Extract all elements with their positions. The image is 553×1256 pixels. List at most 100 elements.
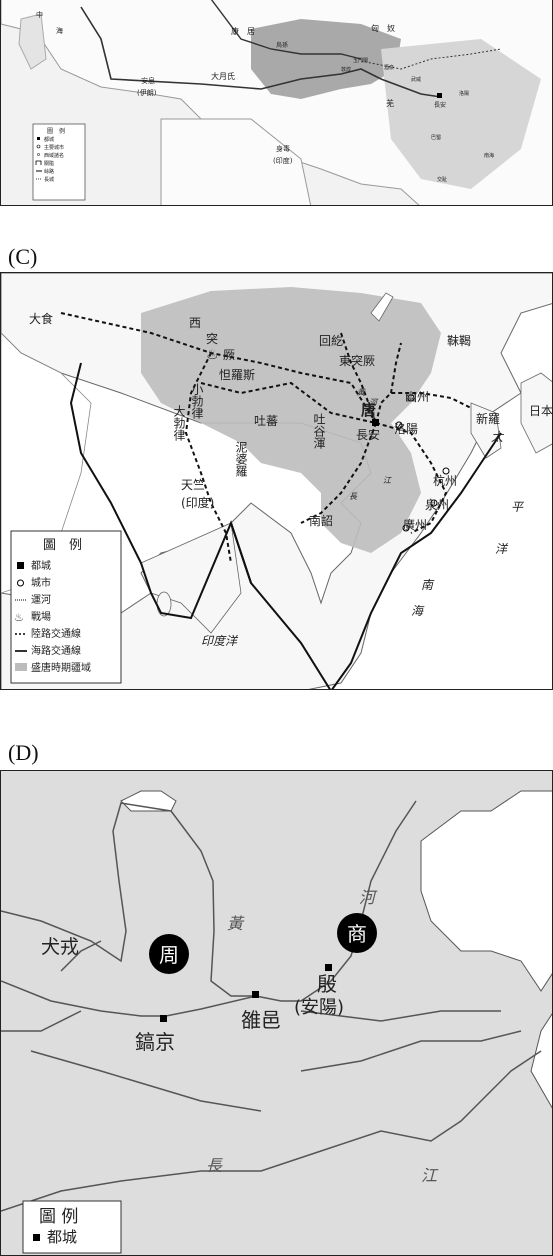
sri-lanka — [156, 591, 172, 617]
label-jiang: 江 — [383, 476, 392, 485]
label-wuwei: 武威 — [411, 76, 421, 83]
luoyang-city-marker — [395, 421, 403, 429]
label-haojing: 鎬京 — [135, 1030, 175, 1054]
label-daboluo: 大勃律 — [172, 405, 186, 441]
label-sea-west: 海 — [56, 26, 63, 35]
label-luoyang: 洛陽 — [459, 90, 469, 97]
map-panel-d: 黃 河 犬戎 周 商 殷 (安陽) 雒邑 鎬京 長 江 圖 例 都城 — [0, 770, 553, 1256]
label-hangzhou: 杭州 — [433, 473, 457, 488]
yangtze-river — [1, 1050, 542, 1212]
caspian-sea — [18, 13, 47, 70]
label-shendu: 身毒 — [276, 144, 290, 153]
label-chang: 長 — [206, 1156, 223, 1175]
legend-c-capital-icon — [17, 562, 24, 569]
map-panel-c: ♨ 大食 西 突 厥 怛羅斯 回紇 東突厥 靺鞨 幽州 新羅 日本 唐 長安 洛… — [0, 272, 553, 690]
legend-c-item-battle: 戰場 — [31, 610, 51, 623]
label-yin: 殷 — [317, 972, 337, 996]
silk-road-route — [80, 6, 442, 98]
legend-c-item-city: 城市 — [31, 576, 51, 589]
label-taiping: 太 — [491, 430, 505, 444]
label-luoyang: 洛陽 — [394, 421, 418, 436]
legend-b-item-westcity: 西域諸名 — [44, 152, 64, 159]
label-huang: 黃 — [227, 914, 245, 933]
sea-route-branch — [230, 522, 252, 584]
zhou-shang-map: 黃 河 犬戎 周 商 殷 (安陽) 雒邑 鎬京 長 江 圖 例 都城 — [1, 771, 552, 1255]
legend-d-item-capital: 都城 — [47, 1228, 77, 1246]
label-xiongnu: 匈 奴 — [371, 23, 395, 33]
label-tuguhun: 吐谷渾 — [312, 413, 326, 449]
label-nanhai1: 南 — [421, 578, 435, 592]
tang-dynasty-map: ♨ 大食 西 突 厥 怛羅斯 回紇 東突厥 靺鞨 幽州 新羅 日本 唐 長安 洛… — [1, 273, 552, 689]
legend-b-westcity-icon — [37, 153, 40, 156]
label-tubo: 吐蕃 — [254, 414, 278, 428]
label-youzhou: 幽州 — [405, 390, 429, 404]
legend-c: 圖 例 都城 城市 運河 ♨ 戰場 陸路交通線 海路交通線 盛唐時期疆域 — [10, 530, 122, 684]
caption-d: (D) — [8, 740, 39, 765]
changan-capital-marker — [437, 93, 442, 98]
quanzhou-city-marker — [430, 499, 438, 507]
shang-state-badge — [337, 913, 377, 953]
label-tianzhu: 天竺 — [181, 477, 205, 492]
legend-b-city-icon — [36, 144, 41, 149]
label-anxi: 安息 — [141, 76, 155, 85]
label-shang: 商 — [347, 922, 367, 946]
label-tujue-west: 西 — [189, 316, 201, 330]
label-china-west: 中 — [36, 10, 43, 19]
label-huang: 黃 — [357, 388, 366, 397]
label-he: 河 — [359, 888, 378, 907]
lake-baikal — [370, 292, 394, 322]
label-xiaoboluo: 小勃律 — [190, 383, 204, 419]
luoyi-capital-marker — [252, 991, 259, 998]
label-yinduyang: 印度洋 — [201, 634, 239, 648]
legend-b: 圖 例 都城 主要城市 西域諸名 關隘 絲路 長城 — [32, 123, 86, 201]
map-panel-b: 中 海 康 居 匈 奴 烏孫 安息 (伊朗) 大月氏 身毒 (印度) 羌 長安 … — [0, 0, 553, 206]
label-mohe: 靺鞨 — [447, 334, 471, 348]
label-dongtujue: 東突厥 — [339, 353, 375, 368]
label-shendu-sub: (印度) — [273, 156, 293, 165]
youzhou-city-marker — [407, 394, 415, 402]
label-luoyi: 雒邑 — [241, 1008, 281, 1032]
talas-battle-icon: ♨ — [206, 347, 219, 363]
sea-bohai — [420, 790, 552, 992]
legend-b-capital-icon — [37, 137, 40, 140]
label-changan: 長安 — [356, 427, 380, 442]
sea-route — [69, 362, 502, 689]
haojing-capital-marker — [160, 1015, 167, 1022]
legend-b-pass-icon — [35, 160, 42, 165]
label-tang: 唐 — [361, 401, 376, 419]
sea-yellow — [530, 1013, 552, 1109]
great-wall-line — [360, 48, 502, 70]
label-nanzhao: 南詔 — [309, 513, 333, 528]
rivers — [1, 800, 542, 1212]
label-wusun: 烏孫 — [276, 41, 288, 49]
legend-b-item-city: 主要城市 — [44, 144, 64, 151]
legend-b-title: 圖 例 — [47, 127, 65, 135]
tang-territory-region — [141, 287, 441, 553]
label-huihe: 回紇 — [319, 334, 343, 348]
label-tujue-jue: 厥 — [223, 348, 235, 362]
label-bashu: 巴蜀 — [431, 135, 441, 141]
legend-b-item-capital: 都城 — [44, 136, 54, 143]
japan-islands — [520, 372, 552, 454]
han-river — [30, 1050, 262, 1112]
legend-b-item-wall: 長城 — [44, 176, 54, 183]
legend-c-city-icon — [17, 579, 24, 587]
huai-river — [300, 1030, 522, 1072]
label-xinluo: 新羅 — [476, 411, 500, 426]
label-guangzhou: 廣州 — [403, 518, 427, 532]
legend-c-territory-icon — [15, 663, 27, 671]
label-anyang: (安陽) — [294, 997, 344, 1018]
label-tianzhu-sub: (印度) — [181, 495, 214, 510]
label-quanzhou: 泉州 — [425, 498, 449, 512]
label-tujue-mid: 突 — [206, 331, 218, 346]
wei-river — [1, 980, 257, 1017]
legend-d-title: 圖 例 — [39, 1207, 78, 1227]
hangzhou-city-marker — [442, 467, 450, 475]
label-jiaozhi: 交趾 — [437, 176, 447, 183]
label-qiang: 羌 — [386, 98, 394, 108]
label-anxi-sub: (伊朗) — [137, 88, 157, 97]
zhou-state-badge — [149, 934, 189, 974]
han-territory-region — [251, 19, 401, 99]
label-chang: 長 — [349, 492, 358, 501]
label-nanhai2: 海 — [411, 604, 425, 618]
